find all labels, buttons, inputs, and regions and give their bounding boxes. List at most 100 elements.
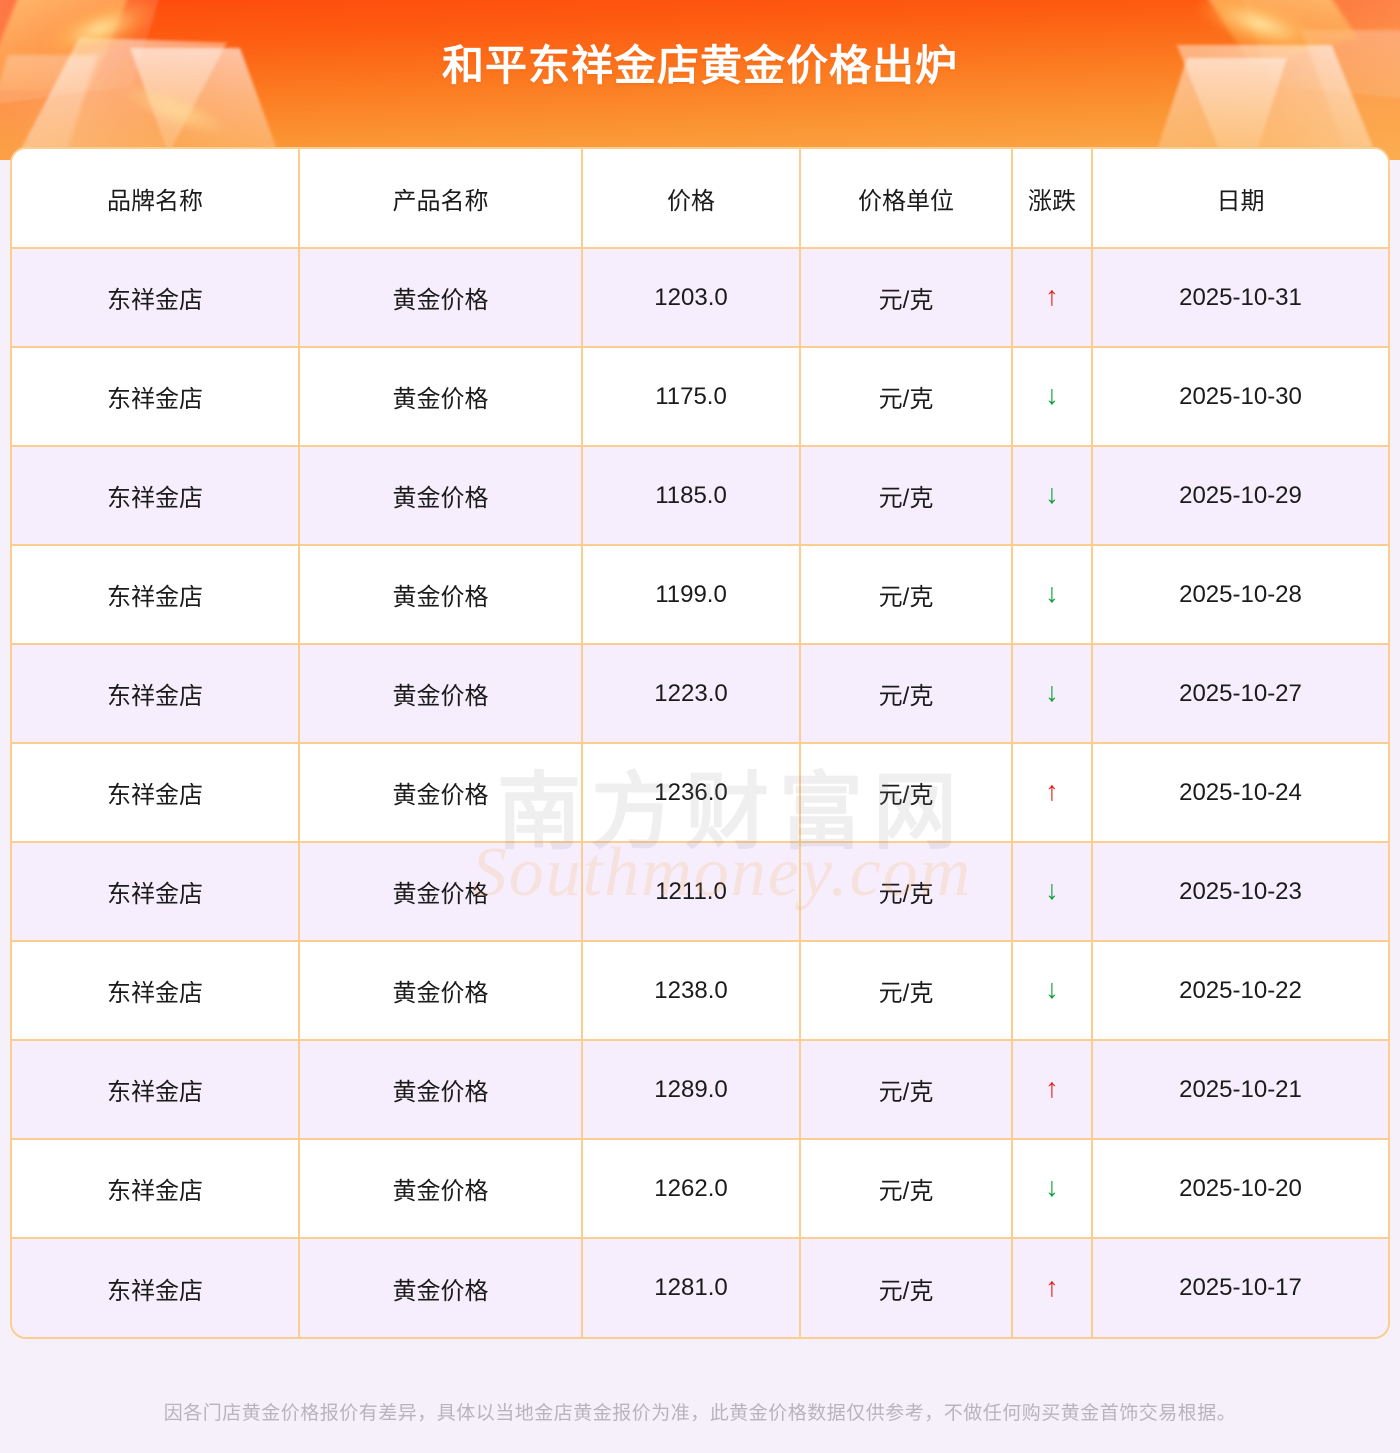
- column-header-product: 产品名称: [299, 149, 583, 249]
- arrow-up-icon: ↑: [1045, 1271, 1059, 1302]
- cell-price: 1238.0: [582, 941, 801, 1041]
- cell-brand: 东祥金店: [12, 347, 300, 447]
- table-row: 东祥金店 黄金价格 1238.0 元/克 ↓ 2025-10-22: [12, 941, 1388, 1041]
- arrow-down-icon: ↓: [1045, 380, 1059, 410]
- cell-unit: 元/克: [800, 446, 1013, 546]
- cell-date: 2025-10-17: [1092, 1238, 1388, 1337]
- table-row: 东祥金店 黄金价格 1185.0 元/克 ↓ 2025-10-29: [12, 446, 1388, 546]
- arrow-down-icon: ↓: [1045, 1172, 1059, 1202]
- cell-date: 2025-10-24: [1092, 743, 1388, 843]
- column-header-date: 日期: [1092, 149, 1388, 249]
- column-header-change: 涨跌: [1012, 149, 1093, 249]
- table-row: 东祥金店 黄金价格 1199.0 元/克 ↓ 2025-10-28: [12, 545, 1388, 645]
- cell-price: 1281.0: [582, 1238, 801, 1337]
- cell-price: 1236.0: [582, 743, 801, 843]
- disclaimer-note: 因各门店黄金价格报价有差异，具体以当地金店黄金报价为准，此黄金价格数据仅供参考，…: [163, 1403, 1237, 1424]
- cell-date: 2025-10-22: [1092, 941, 1388, 1041]
- cell-unit: 元/克: [800, 1238, 1013, 1337]
- table-row: 东祥金店 黄金价格 1175.0 元/克 ↓ 2025-10-30: [12, 347, 1388, 447]
- cell-price: 1289.0: [582, 1040, 801, 1140]
- arrow-up-icon: ↑: [1045, 281, 1059, 311]
- arrow-down-icon: ↓: [1045, 875, 1059, 905]
- table-row: 东祥金店 黄金价格 1262.0 元/克 ↓ 2025-10-20: [12, 1139, 1388, 1239]
- cell-change: ↑: [1012, 1040, 1093, 1140]
- page-title: 和平东祥金店黄金价格出炉: [441, 42, 958, 89]
- cell-price: 1175.0: [582, 347, 801, 447]
- cell-date: 2025-10-27: [1092, 644, 1388, 744]
- cell-product: 黄金价格: [299, 1139, 583, 1239]
- cell-brand: 东祥金店: [12, 1040, 300, 1140]
- cell-unit: 元/克: [800, 743, 1013, 843]
- table-body: 东祥金店 黄金价格 1203.0 元/克 ↑ 2025-10-31 东祥金店 黄金价格 1175…: [12, 248, 1388, 1337]
- header-banner: 和平东祥金店黄金价格出炉: [0, 0, 1400, 160]
- column-header-price: 价格: [582, 149, 801, 249]
- cell-date: 2025-10-29: [1092, 446, 1388, 546]
- cell-product: 黄金价格: [299, 941, 583, 1041]
- arrow-down-icon: ↓: [1045, 677, 1059, 707]
- gold-price-table: 品牌名称 产品名称 价格 价格单位 涨跌 日期 东祥金店 黄金价格 1203.0 元/…: [12, 149, 1388, 1337]
- table-row: 东祥金店 黄金价格 1203.0 元/克 ↑ 2025-10-31: [12, 248, 1388, 348]
- cell-unit: 元/克: [800, 248, 1013, 348]
- arrow-up-icon: ↑: [1045, 1073, 1059, 1103]
- arrow-down-icon: ↓: [1045, 578, 1059, 608]
- cell-change: ↓: [1012, 446, 1093, 546]
- cell-price: 1211.0: [582, 842, 801, 942]
- cell-unit: 元/克: [800, 1139, 1013, 1239]
- cell-brand: 东祥金店: [12, 1139, 300, 1239]
- cell-date: 2025-10-31: [1092, 248, 1388, 348]
- cell-product: 黄金价格: [299, 1238, 583, 1337]
- cell-price: 1199.0: [582, 545, 801, 645]
- cell-date: 2025-10-20: [1092, 1139, 1388, 1239]
- cell-brand: 东祥金店: [12, 446, 300, 546]
- cell-brand: 东祥金店: [12, 1238, 300, 1337]
- table-row: 东祥金店 黄金价格 1223.0 元/克 ↓ 2025-10-27: [12, 644, 1388, 744]
- cell-product: 黄金价格: [299, 347, 583, 447]
- column-header-brand: 品牌名称: [12, 149, 300, 249]
- price-table-card: 南方财富网 Southmoney.com 品牌名称 产品名称 价格 价格单位 涨…: [10, 147, 1390, 1339]
- cell-date: 2025-10-23: [1092, 842, 1388, 942]
- cell-product: 黄金价格: [299, 842, 583, 942]
- cell-date: 2025-10-28: [1092, 545, 1388, 645]
- cell-price: 1223.0: [582, 644, 801, 744]
- cell-brand: 东祥金店: [12, 545, 300, 645]
- cell-change: ↑: [1012, 248, 1093, 348]
- cell-unit: 元/克: [800, 347, 1013, 447]
- cell-product: 黄金价格: [299, 644, 583, 744]
- cell-change: ↓: [1012, 941, 1093, 1041]
- table-row: 东祥金店 黄金价格 1211.0 元/克 ↓ 2025-10-23: [12, 842, 1388, 942]
- column-header-unit: 价格单位: [800, 149, 1013, 249]
- cell-brand: 东祥金店: [12, 842, 300, 942]
- cell-product: 黄金价格: [299, 1040, 583, 1140]
- cell-unit: 元/克: [800, 842, 1013, 942]
- cell-brand: 东祥金店: [12, 743, 300, 843]
- cell-change: ↓: [1012, 644, 1093, 744]
- cell-change: ↓: [1012, 347, 1093, 447]
- cell-unit: 元/克: [800, 545, 1013, 645]
- cell-price: 1203.0: [582, 248, 801, 348]
- cell-change: ↑: [1012, 1238, 1093, 1337]
- cell-product: 黄金价格: [299, 446, 583, 546]
- table-row: 东祥金店 黄金价格 1281.0 元/克 ↑ 2025-10-17: [12, 1238, 1388, 1337]
- cell-brand: 东祥金店: [12, 248, 300, 348]
- cell-product: 黄金价格: [299, 248, 583, 348]
- table-header-row: 品牌名称 产品名称 价格 价格单位 涨跌 日期: [12, 149, 1388, 249]
- cell-product: 黄金价格: [299, 743, 583, 843]
- cell-price: 1262.0: [582, 1139, 801, 1239]
- cell-brand: 东祥金店: [12, 644, 300, 744]
- table-header: 品牌名称 产品名称 价格 价格单位 涨跌 日期: [12, 149, 1388, 249]
- table-row: 东祥金店 黄金价格 1289.0 元/克 ↑ 2025-10-21: [12, 1040, 1388, 1140]
- cell-date: 2025-10-21: [1092, 1040, 1388, 1140]
- cell-change: ↓: [1012, 545, 1093, 645]
- cell-change: ↓: [1012, 842, 1093, 942]
- arrow-down-icon: ↓: [1045, 974, 1059, 1004]
- cell-date: 2025-10-30: [1092, 347, 1388, 447]
- cell-brand: 东祥金店: [12, 941, 300, 1041]
- arrow-down-icon: ↓: [1045, 479, 1059, 509]
- cell-product: 黄金价格: [299, 545, 583, 645]
- arrow-up-icon: ↑: [1045, 776, 1059, 806]
- cell-unit: 元/克: [800, 1040, 1013, 1140]
- cell-change: ↓: [1012, 1139, 1093, 1239]
- table-row: 东祥金店 黄金价格 1236.0 元/克 ↑ 2025-10-24: [12, 743, 1388, 843]
- cell-price: 1185.0: [582, 446, 801, 546]
